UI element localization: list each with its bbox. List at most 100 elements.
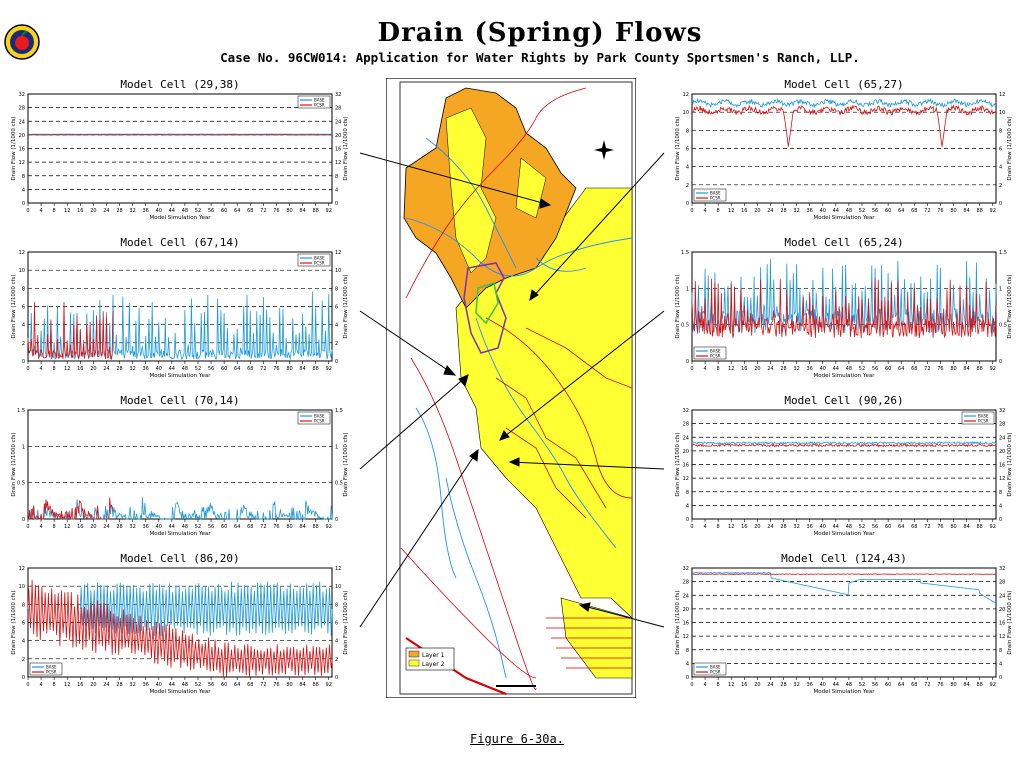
x-tick-label: 80	[286, 682, 292, 688]
series-line-pcsr	[27, 301, 114, 361]
y-tick-label-right: 0.5	[335, 481, 343, 487]
x-tick-label: 36	[806, 524, 812, 530]
y-axis-label: Drain Flow (1/1000 cfs)	[11, 432, 17, 496]
x-tick-label: 72	[260, 524, 266, 530]
x-tick-label: 16	[741, 366, 747, 372]
y-tick-label-right: 0	[999, 517, 1002, 523]
x-tick-label: 52	[195, 208, 201, 214]
y-tick-label: 0	[686, 517, 689, 523]
x-tick-label: 40	[156, 682, 162, 688]
x-axis-label: Model Simulation Year	[814, 215, 876, 221]
x-tick-label: 4	[703, 208, 706, 214]
y-tick-label: 1.5	[17, 408, 25, 414]
compass-icon	[594, 140, 614, 160]
x-tick-label: 0	[26, 524, 29, 530]
x-tick-label: 84	[963, 208, 969, 214]
x-tick-label: 84	[963, 366, 969, 372]
y-axis-label-right: Drain Flow (1/1000 cfs)	[343, 116, 349, 180]
y-tick-label-right: 28	[999, 422, 1005, 428]
y-tick-label-right: 10	[999, 110, 1005, 116]
chart-panel: Model Cell (124,43) 0 0 4 4 8 8 12 12 16 16 20 20 24 2…	[664, 552, 1024, 702]
x-tick-label: 24	[103, 366, 109, 372]
y-axis-label: Drain Flow (1/1000 cfs)	[675, 432, 681, 496]
y-tick-label: 8	[686, 648, 689, 654]
y-tick-label: 6	[686, 147, 689, 153]
x-tick-label: 72	[260, 208, 266, 214]
y-tick-label: 20	[683, 607, 689, 613]
x-tick-label: 12	[728, 208, 734, 214]
y-axis-label-right: Drain Flow (1/1000 cfs)	[343, 274, 349, 338]
layer1-region	[403, 87, 577, 309]
x-axis-label: Model Simulation Year	[150, 373, 212, 379]
y-tick-label-right: 6	[999, 147, 1002, 153]
y-tick-label: 0.5	[17, 481, 25, 487]
x-tick-label: 64	[898, 524, 904, 530]
y-tick-label: 12	[683, 634, 689, 640]
x-tick-label: 12	[728, 524, 734, 530]
series-line-pcsr	[691, 443, 997, 448]
y-tick-label: 8	[686, 128, 689, 134]
x-tick-label: 76	[273, 208, 279, 214]
series-line-pcsr	[28, 497, 114, 521]
y-tick-label-right: 0	[335, 201, 338, 207]
y-axis-label-right: Drain Flow (1/1000 cfs)	[1007, 590, 1013, 654]
page-title: Drain (Spring) Flows	[377, 18, 703, 48]
x-tick-label: 28	[116, 524, 122, 530]
x-tick-label: 0	[26, 208, 29, 214]
x-tick-label: 92	[990, 208, 996, 214]
y-tick-label: 0	[22, 359, 25, 365]
x-tick-label: 92	[990, 682, 996, 688]
y-tick-label-right: 12	[999, 476, 1005, 482]
chart-panel: Model Cell (65,27) 0 0 2 2 4 4 6 6 8 8 10 10 12 12 0 4 8 1…	[664, 78, 1024, 228]
y-tick-label-right: 1.5	[999, 250, 1007, 256]
y-tick-label-right: 4	[335, 323, 338, 329]
y-tick-label: 12	[19, 566, 25, 572]
legend-label: BASE	[710, 191, 721, 196]
chart-svg: Model Cell (70,14)0 00.5 0.51 11.5 1.50 4 8 12 1…	[11, 394, 349, 537]
x-tick-label: 44	[833, 366, 839, 372]
legend-label: PCSR	[314, 103, 325, 108]
y-tick-label: 16	[683, 463, 689, 469]
y-tick-label-right: 4	[999, 503, 1002, 509]
y-tick-label-right: 0	[999, 359, 1002, 365]
x-tick-label: 48	[182, 682, 188, 688]
y-tick-label: 4	[686, 503, 689, 509]
roads	[400, 87, 633, 690]
x-tick-label: 48	[846, 682, 852, 688]
x-tick-label: 80	[950, 366, 956, 372]
x-tick-label: 76	[937, 682, 943, 688]
x-tick-label: 12	[728, 366, 734, 372]
x-axis-label: Model Simulation Year	[814, 531, 876, 537]
y-tick-label-right: 32	[999, 408, 1005, 414]
x-tick-label: 8	[53, 524, 56, 530]
x-tick-label: 92	[326, 208, 332, 214]
x-tick-label: 0	[26, 682, 29, 688]
y-tick-label: 8	[22, 286, 25, 292]
x-tick-label: 8	[53, 208, 56, 214]
x-tick-label: 68	[247, 366, 253, 372]
y-tick-label: 0.5	[681, 323, 689, 329]
x-tick-label: 32	[793, 524, 799, 530]
y-tick-label-right: 16	[335, 147, 341, 153]
x-tick-label: 60	[221, 366, 227, 372]
x-tick-label: 32	[129, 208, 135, 214]
legend-label: BASE	[978, 414, 989, 419]
x-tick-label: 52	[859, 524, 865, 530]
x-tick-label: 16	[741, 524, 747, 530]
y-tick-label-right: 8	[335, 286, 338, 292]
y-tick-label: 0	[686, 359, 689, 365]
y-tick-label-right: 6	[335, 305, 338, 311]
y-tick-label-right: 2	[335, 341, 338, 347]
y-tick-label-right: 0	[999, 201, 1002, 207]
legend-label: BASE	[710, 349, 721, 354]
y-tick-label-right: 20	[335, 133, 341, 139]
chart-panel: Model Cell (29,38) 0 0 4 4 8 8 12 12 16 16 20 20 24 24…	[0, 78, 360, 228]
x-tick-label: 20	[754, 682, 760, 688]
x-tick-label: 52	[859, 208, 865, 214]
x-tick-label: 68	[247, 524, 253, 530]
property-boundary	[463, 262, 507, 354]
y-tick-label-right: 28	[335, 106, 341, 112]
y-tick-label-right: 0.5	[999, 323, 1007, 329]
x-tick-label: 84	[299, 524, 305, 530]
y-axis-label: Drain Flow (1/1000 cfs)	[675, 274, 681, 338]
